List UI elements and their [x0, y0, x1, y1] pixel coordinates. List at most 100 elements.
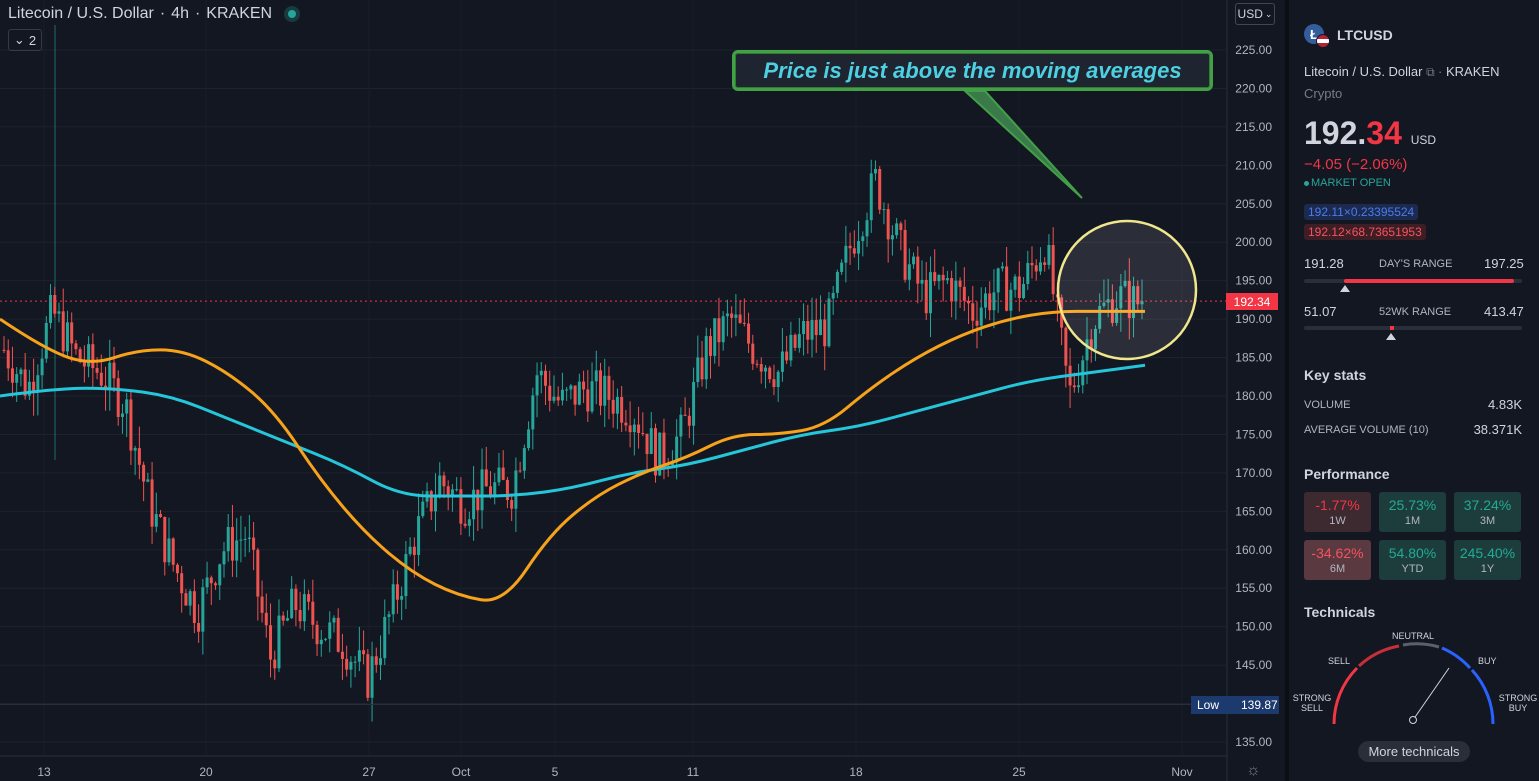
wk52-range-bar — [1304, 326, 1522, 330]
callout-annotation[interactable]: Price is just above the moving averages — [732, 50, 1213, 91]
candle-body — [827, 298, 831, 347]
currency-selector[interactable]: USD ⌄ — [1235, 3, 1275, 25]
wk52-range-marker — [1386, 333, 1396, 340]
candle-body — [150, 479, 154, 527]
candle-body — [290, 588, 294, 619]
candle-body — [476, 489, 480, 511]
gauge-label-strong-sell: STRONG SELL — [1292, 693, 1332, 713]
candle-body — [928, 272, 932, 314]
external-link-icon[interactable]: ⧉ — [1426, 65, 1439, 79]
candle-body — [230, 527, 234, 561]
price-axis: 225.00 220.00 215.00 210.00 205.00 200.00 195.… — [1226, 0, 1272, 781]
callout-text: Price is just above the moving averages — [763, 57, 1182, 83]
candle-body — [560, 389, 564, 401]
price-axis-label: 155.00 — [1235, 581, 1272, 595]
sidebar-exchange: KRAKEN — [1446, 64, 1500, 79]
vertical-gridlines — [43, 0, 1183, 756]
more-technicals-button[interactable]: More technicals — [1358, 741, 1470, 762]
symbol-legend[interactable]: Litecoin / U.S. Dollar · 4h · KRAKEN — [8, 5, 297, 23]
candle-body — [353, 661, 357, 663]
time-axis-label: 11 — [687, 765, 700, 779]
volume-value: 4.83K — [1488, 397, 1522, 412]
price-chart[interactable]: 225.00 220.00 215.00 210.00 205.00 200.00 195.… — [0, 0, 1285, 781]
candle-body — [835, 271, 839, 293]
candle-body — [713, 318, 717, 356]
performance-cell-1m[interactable]: 25.73% 1M — [1379, 492, 1446, 532]
candle-body — [209, 577, 213, 584]
candle-body — [40, 358, 44, 376]
panel-divider[interactable] — [1285, 0, 1289, 781]
candle-body — [721, 316, 725, 343]
candle-body — [434, 497, 438, 512]
candle-body — [988, 293, 992, 311]
sidebar-category: Crypto — [1304, 86, 1343, 101]
last-price-tag: 192.34 — [1226, 293, 1278, 310]
candle-body — [861, 236, 865, 242]
candle-body — [146, 479, 150, 482]
sidebar-full-name[interactable]: Litecoin / U.S. Dollar — [1304, 64, 1423, 79]
candle-body — [285, 618, 289, 621]
chart-pane[interactable]: 225.00 220.00 215.00 210.00 205.00 200.00 195.… — [0, 0, 1285, 781]
candle-body — [696, 357, 700, 382]
price-axis-label: 160.00 — [1235, 543, 1272, 557]
candle-body — [857, 241, 861, 254]
candle-body — [205, 577, 209, 588]
candle-body — [725, 313, 729, 317]
candle-body — [239, 539, 243, 541]
candle-body — [962, 286, 966, 301]
indicators-collapse-button[interactable]: ⌄ 2 — [8, 29, 42, 51]
gauge-neutral-arc — [1402, 642, 1440, 649]
candle-body — [954, 280, 958, 302]
chevron-down-icon: ⌄ — [1264, 8, 1273, 19]
candle-body — [742, 322, 746, 324]
performance-cell-1w[interactable]: -1.77% 1W — [1304, 492, 1371, 532]
candle-body — [844, 245, 848, 263]
candle-body — [933, 272, 937, 282]
candle-body — [421, 501, 425, 517]
candle-body — [332, 617, 336, 623]
candle-body — [412, 546, 416, 555]
price-tail: 34 — [1366, 115, 1402, 151]
performance-cell-3m[interactable]: 37.24% 3M — [1454, 492, 1521, 532]
candle-body — [637, 424, 641, 433]
candle-body — [573, 385, 577, 405]
candle-body — [734, 314, 738, 318]
candle-body — [404, 554, 408, 597]
settings-icon[interactable]: ☼ — [1246, 762, 1261, 779]
days-range-label: DAY'S RANGE — [1379, 258, 1453, 270]
candle-body — [802, 320, 806, 335]
performance-cell-ytd[interactable]: 54.80% YTD — [1379, 540, 1446, 580]
candle-body — [10, 368, 14, 383]
candle-body — [1030, 263, 1034, 266]
candle-body — [374, 656, 378, 665]
candle-body — [852, 248, 856, 254]
candle-body — [818, 319, 822, 336]
candle-body — [1098, 306, 1102, 329]
candle-body — [78, 349, 82, 363]
days-range-bar — [1304, 279, 1522, 283]
sidebar-ticker[interactable]: LTCUSD — [1337, 27, 1393, 43]
performance-cell-1y[interactable]: 245.40% 1Y — [1454, 540, 1521, 580]
candle-body — [886, 209, 890, 240]
candle-body — [324, 638, 328, 640]
performance-cell-6m[interactable]: -34.62% 6M — [1304, 540, 1371, 580]
candle-body — [235, 540, 239, 561]
price-axis-label: 220.00 — [1235, 81, 1272, 95]
avg-volume-value: 38.371K — [1473, 422, 1522, 437]
candle-body — [751, 343, 755, 364]
candle-body — [1140, 301, 1144, 305]
candle-body — [1022, 283, 1026, 299]
candle-body — [840, 262, 844, 272]
candle-body — [996, 268, 1000, 293]
candle-body — [975, 320, 979, 326]
candle-body — [1106, 299, 1110, 303]
candle-body — [632, 424, 636, 433]
candle-body — [463, 523, 467, 526]
candle-body — [620, 396, 624, 423]
price-main: 192. — [1304, 115, 1367, 151]
candle-body — [70, 322, 74, 344]
candle-body — [641, 432, 645, 434]
candle-body — [65, 322, 69, 352]
candle-body — [1089, 339, 1093, 350]
candle-body — [1017, 276, 1021, 299]
